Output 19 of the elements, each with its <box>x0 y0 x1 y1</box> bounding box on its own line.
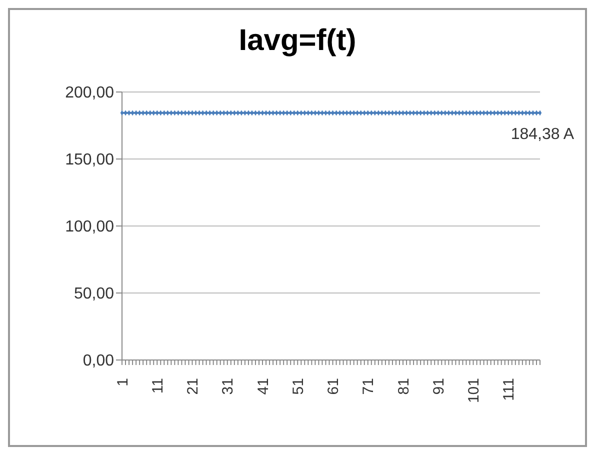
chart-title: Iavg=f(t) <box>238 24 358 58</box>
x-tick-label: 21 <box>184 378 202 395</box>
x-tick-label: 101 <box>466 378 483 404</box>
x-tick-label: 81 <box>395 378 412 395</box>
y-tick-label: 0,00 <box>82 352 114 370</box>
x-tick-label: 111 <box>500 378 518 401</box>
x-tick-label: 51 <box>290 378 307 395</box>
y-tick-label: 100,00 <box>65 218 114 236</box>
y-tick-label: 200,00 <box>65 84 114 102</box>
x-tick-label: 61 <box>325 378 342 395</box>
x-tick-label: 31 <box>220 378 237 395</box>
data-label: 184,38 A <box>510 126 574 143</box>
x-tick-label: 1 <box>114 378 132 386</box>
y-tick-label: 50,00 <box>74 286 114 303</box>
x-tick-label: 41 <box>254 378 272 395</box>
x-tick-label: 11 <box>149 378 166 394</box>
x-tick-label: 71 <box>360 378 378 395</box>
x-tick-label: 91 <box>430 378 448 395</box>
y-tick-label: 150,00 <box>65 152 114 169</box>
